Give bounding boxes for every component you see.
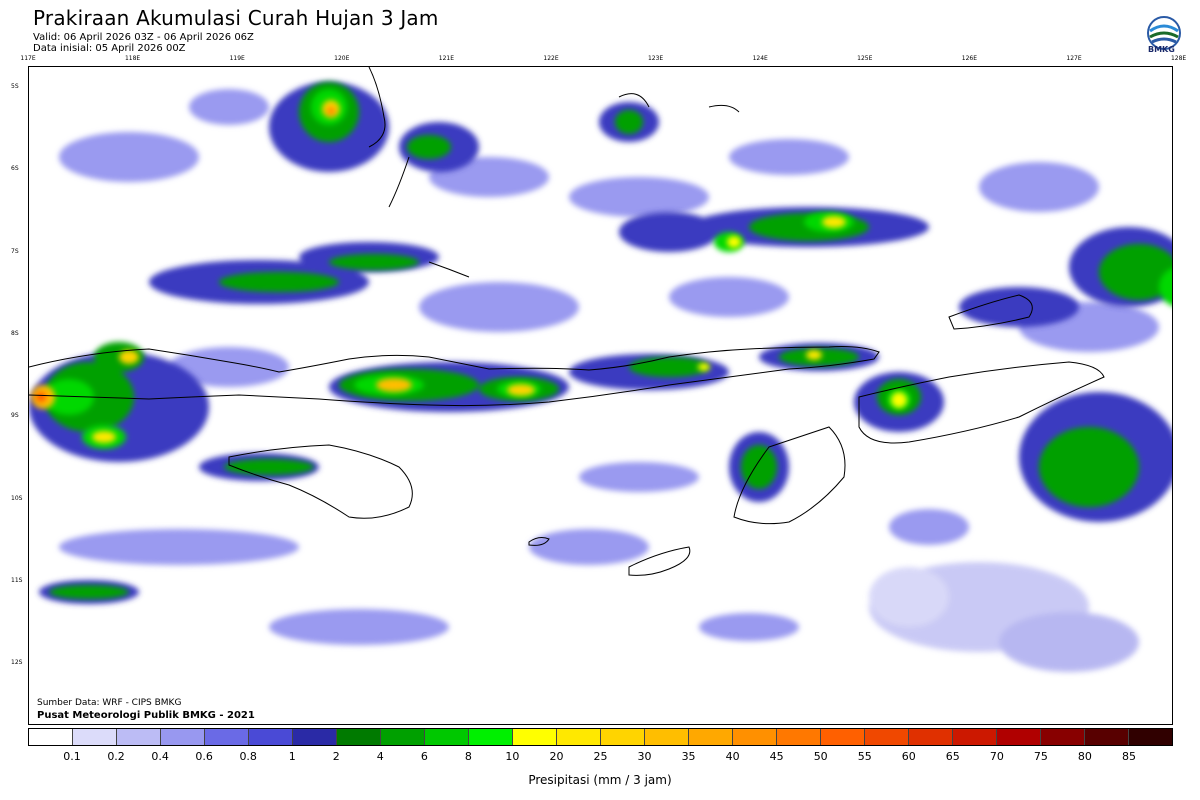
logo-text: BMKG (1148, 45, 1175, 54)
legend-label: 4 (376, 750, 384, 763)
lon-tick-label: 123E (647, 55, 664, 62)
lat-tick-label: 12S (11, 659, 23, 667)
lat-tick-label: 10S (11, 494, 23, 502)
map-title: Prakiraan Akumulasi Curah Hujan 3 Jam (33, 6, 439, 30)
legend-swatch (513, 729, 557, 745)
legend-label: 0.1 (63, 750, 81, 763)
legend-swatch (865, 729, 909, 745)
legend-label: 25 (593, 750, 608, 763)
lat-tick-label: 9S (11, 412, 19, 420)
legend-swatch (117, 729, 161, 745)
legend-label: 80 (1077, 750, 1092, 763)
legend-label: 85 (1121, 750, 1136, 763)
lon-tick-label: 125E (857, 55, 873, 62)
legend-swatch (1085, 729, 1129, 745)
lon-tick-label: 121E (438, 55, 455, 62)
legend-swatch (73, 729, 117, 745)
legend-unit: Presipitasi (mm / 3 jam) (528, 773, 672, 787)
legend-label: 10 (505, 750, 520, 763)
legend-swatch (425, 729, 469, 745)
legend-swatch (821, 729, 865, 745)
legend-swatch (161, 729, 205, 745)
legend-label: 1 (288, 750, 296, 763)
legend-label: 35 (681, 750, 696, 763)
lon-tick-label: 120E (334, 55, 350, 62)
lon-tick-label: 128E (1170, 55, 1187, 62)
legend-swatch (601, 729, 645, 745)
legend-label: 2 (332, 750, 340, 763)
bmkg-logo-icon (1147, 16, 1181, 50)
lon-tick-label: 118E (124, 55, 141, 62)
legend-swatch (953, 729, 997, 745)
longitude-axis: 117E 118E 119E 120E 121E 122E 123E 124E 125E 126E… (0, 52, 1200, 66)
lon-tick-label: 122E (543, 55, 559, 62)
legend-colorbar (28, 728, 1173, 746)
legend-swatch (689, 729, 733, 745)
legend-label: 60 (901, 750, 916, 763)
rainfall-map (28, 66, 1173, 725)
lat-tick-label: 5S (11, 83, 19, 90)
legend-swatch (645, 729, 689, 745)
legend-swatch (205, 729, 249, 745)
legend-swatch (777, 729, 821, 745)
legend-label: 0.8 (239, 750, 257, 763)
organization: Pusat Meteorologi Publik BMKG - 2021 (37, 710, 255, 721)
map-canvas (29, 67, 1172, 672)
lat-tick-label: 8S (11, 329, 19, 337)
legend-label: 30 (637, 750, 652, 763)
legend-label: 0.2 (107, 750, 125, 763)
legend-swatch (249, 729, 293, 745)
lat-tick-label: 6S (11, 165, 19, 173)
legend-swatch (733, 729, 777, 745)
legend-label: 0.6 (195, 750, 213, 763)
legend-label: 8 (464, 750, 472, 763)
valid-time: Valid: 06 April 2026 03Z - 06 April 2026… (33, 32, 254, 43)
legend-swatch (997, 729, 1041, 745)
legend-label: 65 (945, 750, 960, 763)
legend-swatch (469, 729, 513, 745)
legend-swatch (381, 729, 425, 745)
legend-label: 75 (1033, 750, 1048, 763)
legend-label: 6 (420, 750, 428, 763)
legend-label: 40 (725, 750, 740, 763)
lon-tick-label: 119E (229, 55, 245, 62)
legend-label: 70 (989, 750, 1004, 763)
lon-tick-label: 126E (961, 55, 978, 62)
lon-tick-label: 117E (20, 55, 36, 62)
lat-tick-label: 11S (11, 576, 23, 584)
legend-label: 55 (857, 750, 872, 763)
lon-tick-label: 124E (752, 55, 768, 62)
legend-label: 0.4 (151, 750, 169, 763)
legend-swatch (1129, 729, 1172, 745)
init-time: Data inisial: 05 April 2026 00Z (33, 43, 186, 54)
lat-tick-label: 7S (11, 247, 19, 255)
legend-swatch (557, 729, 601, 745)
lon-tick-label: 127E (1066, 55, 1082, 62)
legend-swatch (293, 729, 337, 745)
legend-label: 45 (769, 750, 784, 763)
legend-label: 20 (549, 750, 564, 763)
legend-swatch (909, 729, 953, 745)
legend-swatch (1041, 729, 1085, 745)
data-source: Sumber Data: WRF - CIPS BMKG (37, 698, 182, 708)
legend-label: 50 (813, 750, 828, 763)
legend-swatch (29, 729, 73, 745)
legend-swatch (337, 729, 381, 745)
